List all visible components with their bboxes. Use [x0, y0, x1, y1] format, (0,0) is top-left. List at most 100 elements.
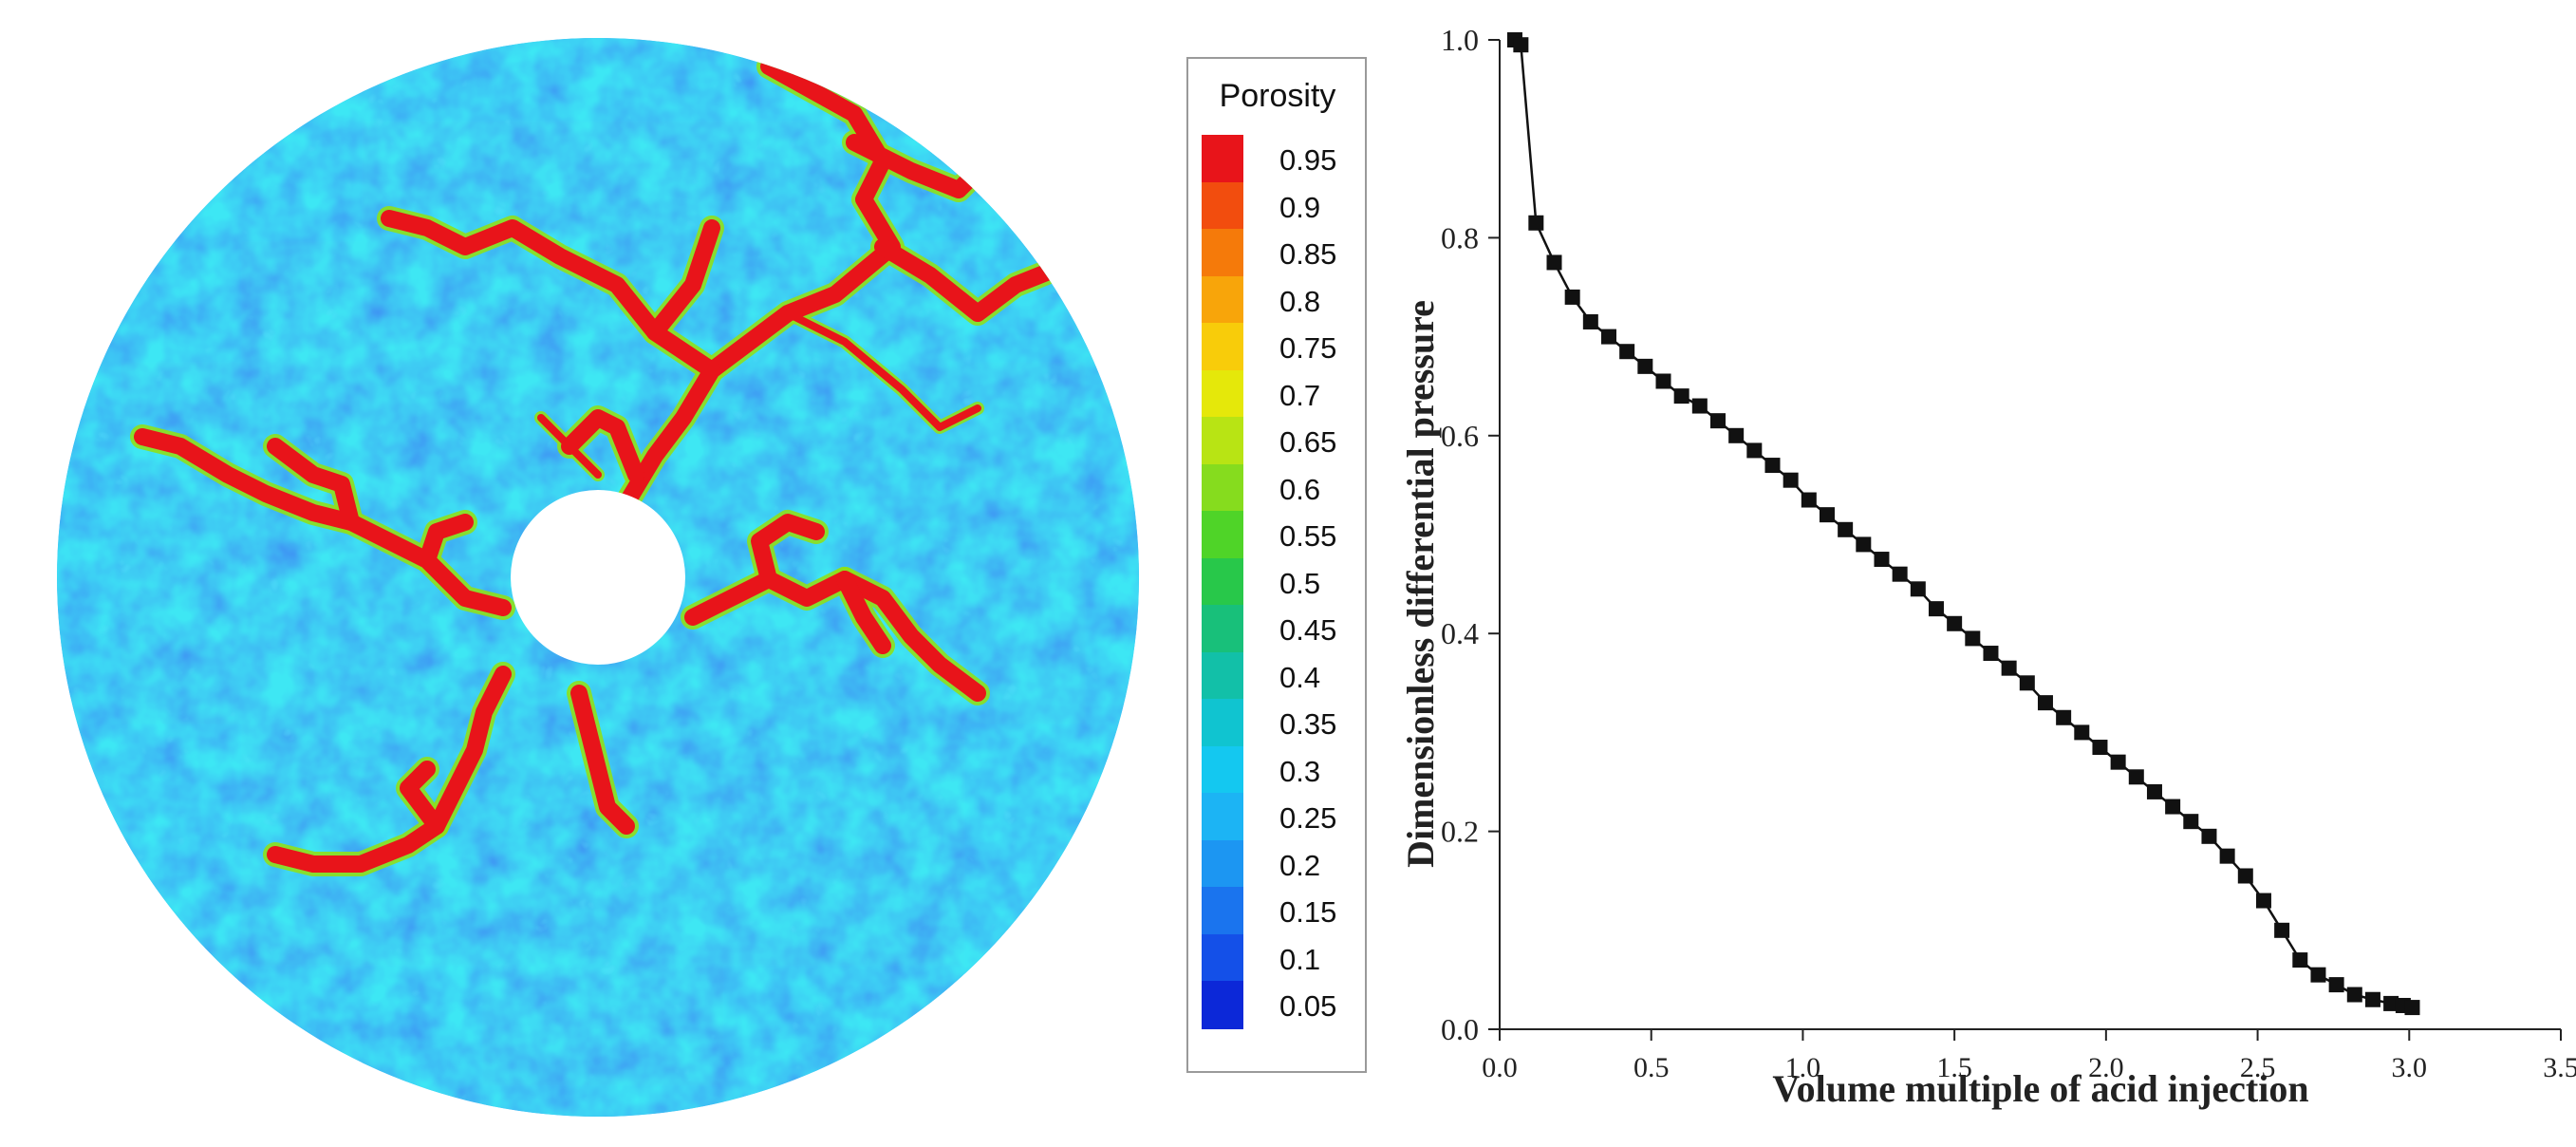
data-point [1892, 566, 1908, 582]
wormhole-channels [130, 38, 1113, 876]
data-point [1546, 254, 1562, 271]
legend-level-label: 0.3 [1279, 754, 1321, 788]
data-point [2404, 1000, 2420, 1016]
data-point [1655, 373, 1671, 389]
x-axis-label: Volume multiple of acid injection [1772, 1067, 2308, 1110]
y-tick-label: 1.0 [1441, 23, 1479, 57]
data-point [2001, 660, 2017, 676]
data-point [2110, 754, 2126, 770]
core-hole [511, 490, 685, 665]
x-tick-label: 2.5 [2240, 1052, 2276, 1083]
legend-swatch [1202, 323, 1243, 371]
data-point [1746, 442, 1763, 459]
legend-level-label: 0.8 [1279, 284, 1321, 318]
data-point [1783, 472, 1799, 488]
legend-level-label: 0.85 [1279, 237, 1337, 271]
legend-swatch [1202, 557, 1243, 606]
data-point [1947, 615, 1963, 631]
wormhole-channel [419, 514, 474, 569]
legend-swatch [1202, 605, 1243, 653]
chart-axes: 0.0 0.5 1.0 1.5 2.0 2.5 3.0 3.5 0.0 0.2 0.4 0.6 0.8 1… [1441, 23, 2576, 1083]
legend-swatch [1202, 933, 1243, 982]
legend-swatch [1202, 275, 1243, 324]
legend-level-label: 0.05 [1279, 989, 1337, 1023]
data-point [1709, 413, 1726, 429]
legend-level-label: 0.15 [1279, 895, 1337, 929]
y-axis-label: Dimensionless differential pressure [1405, 300, 1442, 868]
wormhole-channel [646, 219, 720, 341]
data-point [1874, 552, 1890, 568]
data-point [1564, 289, 1580, 305]
wormhole-channel [400, 761, 445, 835]
x-tick-label: 0.0 [1482, 1052, 1518, 1083]
x-tick-label: 1.5 [1936, 1052, 1972, 1083]
legend-swatch [1202, 981, 1243, 1029]
legend-level-label: 0.6 [1279, 472, 1321, 506]
data-point [2037, 695, 2053, 711]
legend-swatch [1202, 887, 1243, 935]
wormhole-channel [381, 210, 720, 379]
legend-level-label: 0.7 [1279, 378, 1321, 412]
legend-level-label: 0.25 [1279, 801, 1337, 835]
y-tick-label: 0.2 [1441, 815, 1479, 849]
y-tick-label: 0.6 [1441, 419, 1479, 453]
data-point [2092, 740, 2108, 756]
wormhole-channel [784, 310, 981, 431]
legend-level-label: 0.75 [1279, 331, 1337, 365]
legend-swatch [1202, 651, 1243, 700]
wormhole-channel [561, 409, 644, 483]
data-point [2074, 724, 2090, 741]
wormhole-channel [570, 685, 635, 835]
data-point [2292, 952, 2308, 968]
legend-swatch [1202, 745, 1243, 794]
legend-level-label: 0.95 [1279, 143, 1337, 177]
legend-swatch [1202, 793, 1243, 841]
data-point [2146, 783, 2162, 799]
legend-level-label: 0.5 [1279, 566, 1321, 600]
data-point [1856, 536, 1872, 553]
series-line [1514, 39, 2413, 1009]
x-tick-label: 3.5 [2543, 1052, 2576, 1083]
data-point [1819, 507, 1835, 523]
legend-swatch [1202, 511, 1243, 559]
data-point [1764, 458, 1781, 474]
legend-swatch [1202, 839, 1243, 888]
legend-swatch [1202, 181, 1243, 230]
data-point [2219, 848, 2235, 864]
legend-level-label: 0.2 [1279, 848, 1321, 882]
legend-level-label: 0.9 [1279, 190, 1321, 224]
legend-level-label: 0.1 [1279, 942, 1321, 976]
wormhole-channel [537, 414, 602, 479]
data-point [1637, 358, 1653, 374]
data-point [1673, 388, 1689, 404]
data-point [2274, 922, 2290, 938]
legend-swatch [1202, 463, 1243, 512]
data-point [1910, 581, 1926, 597]
x-tick-label: 2.0 [2088, 1052, 2124, 1083]
data-point [1983, 646, 1999, 662]
data-point [2165, 799, 2181, 815]
data-point [1619, 344, 1635, 360]
legend-level-label: 0.55 [1279, 519, 1337, 553]
data-point [2237, 868, 2253, 884]
legend-level-label: 0.65 [1279, 425, 1337, 459]
legend-level-label: 0.4 [1279, 660, 1321, 694]
data-point [2019, 675, 2035, 691]
data-point [1838, 521, 1854, 537]
data-point [2310, 967, 2326, 983]
data-point [1600, 329, 1616, 345]
data-point [2183, 814, 2199, 830]
data-point [2328, 977, 2344, 993]
wormhole-channel [134, 428, 512, 616]
x-tick-label: 1.0 [1785, 1052, 1821, 1083]
data-point [1928, 601, 1944, 617]
chart-series [1506, 32, 2420, 1016]
legend-swatch [1202, 699, 1243, 747]
legend-swatch [1202, 229, 1243, 277]
data-point [1965, 630, 1981, 647]
legend-swatch [1202, 135, 1243, 183]
data-point [2255, 893, 2271, 909]
data-point [1691, 398, 1708, 414]
porosity-disk [57, 38, 1139, 1117]
data-point [2346, 987, 2362, 1003]
